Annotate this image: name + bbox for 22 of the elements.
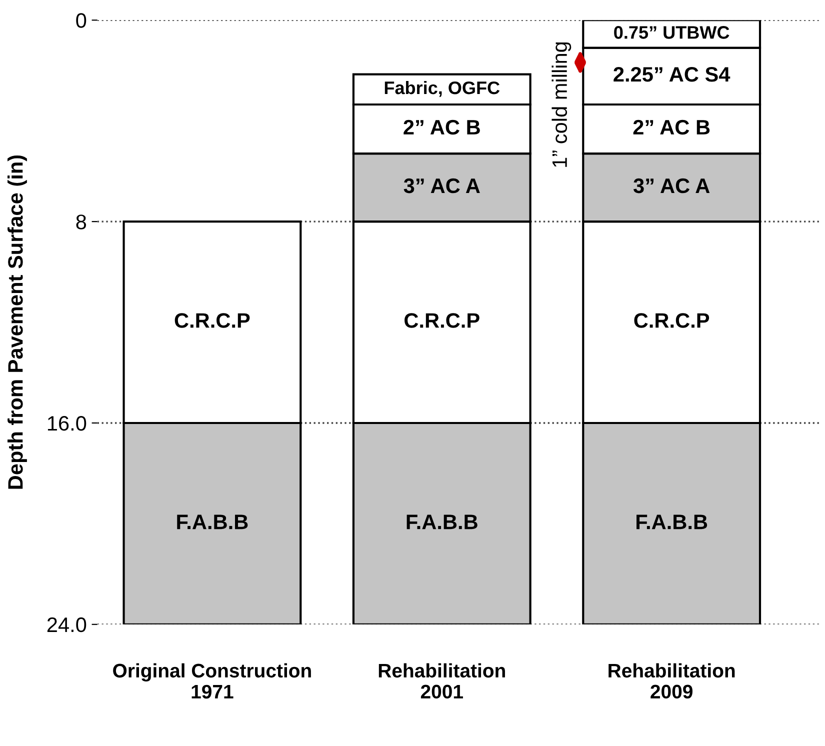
y-axis-title: Depth from Pavement Surface (in) [8, 155, 27, 489]
y-tick-label: 8 [76, 214, 86, 230]
text: F.A.B.B [177, 514, 248, 530]
text: C.R.C.P [634, 313, 710, 328]
series-label: 0.75” UTBWC [614, 26, 730, 39]
series-label: 3” AC A [404, 178, 480, 194]
text: 3” AC A [633, 178, 710, 194]
text: 2” AC B [633, 120, 710, 135]
annotation: 1” cold milling [552, 42, 572, 167]
text: F.A.B.B [406, 514, 478, 530]
y-tick-label: 24.0 [47, 617, 86, 632]
series-label: 2” AC B [404, 120, 480, 135]
y-tick-label: 16.0 [48, 416, 86, 431]
series-label: C.R.C.P [174, 313, 250, 328]
x-tick-label: Rehabilitation 2001 [378, 663, 505, 699]
series-label: 2.25” AC S4 [614, 67, 730, 82]
x-tick-label: Original Construction 1971 [113, 663, 311, 699]
series-label: Fabric, OGFC [384, 80, 500, 97]
y-tick-label: 0 [76, 13, 86, 28]
text: C.R.C.P [404, 313, 480, 328]
x-tick-label: Rehabilitation 2009 [608, 663, 735, 699]
series-label: F.A.B.B [636, 514, 708, 530]
